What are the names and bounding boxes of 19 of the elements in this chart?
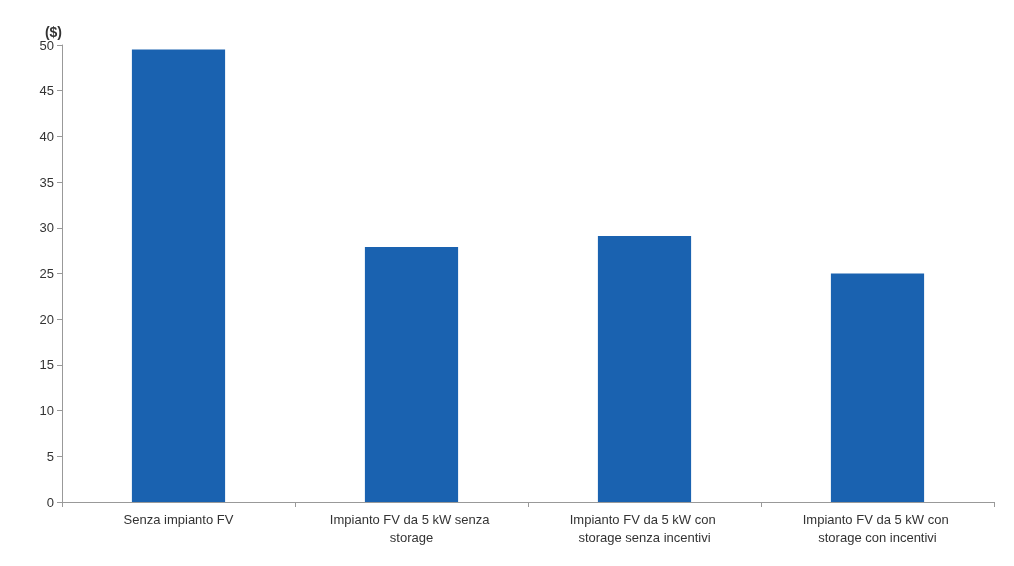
y-tick-label: 35: [39, 174, 54, 190]
bar: [597, 236, 692, 502]
y-tick-label: 25: [39, 266, 54, 281]
y-tick-label: 15: [39, 357, 54, 373]
x-tick-label: Impianto FV da 5 kW senza storage: [329, 511, 494, 545]
y-tick-label: 5: [46, 448, 54, 464]
bar: [131, 49, 226, 502]
x-tick-label: Senza impianto FV: [123, 511, 234, 527]
y-axis-title: ($): [44, 23, 62, 40]
x-tick-label: Impianto FV da 5 kW con storage senza incentivi: [569, 511, 720, 545]
y-tick-label: 30: [39, 220, 54, 236]
y-tick-label: 45: [39, 83, 54, 99]
bar: [830, 273, 925, 502]
y-tick-label: 0: [46, 494, 54, 510]
x-tick-label: Impianto FV da 5 kW con storage con incentivi: [802, 511, 953, 545]
y-tick-label: 40: [39, 128, 54, 144]
bar: [364, 246, 459, 502]
y-tick-label: 10: [39, 403, 54, 419]
y-tick-label: 20: [39, 311, 54, 327]
